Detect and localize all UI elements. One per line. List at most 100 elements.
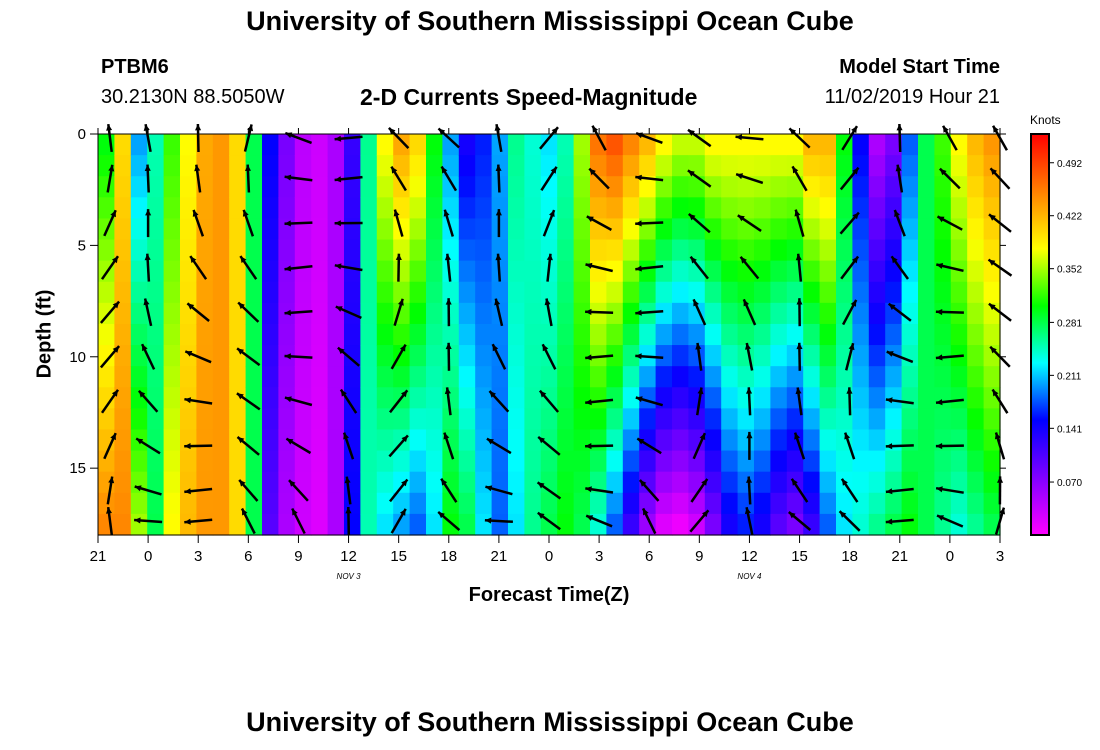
heatmap-cell: [737, 366, 755, 388]
arrow-head: [943, 125, 949, 133]
heatmap-cell: [721, 513, 739, 536]
heatmap-cell: [196, 176, 214, 198]
heatmap-cell: [622, 281, 640, 304]
heatmap-cell: [606, 281, 624, 304]
heatmap-cell: [819, 197, 837, 220]
heatmap-cell: [885, 345, 903, 367]
current-vector-arrow: [445, 342, 452, 371]
heatmap-cell: [147, 218, 165, 241]
heatmap-cell: [721, 155, 739, 177]
x-axis-label: Forecast Time(Z): [468, 584, 630, 606]
current-vector-arrow: [284, 174, 313, 182]
heatmap-cell: [836, 281, 853, 304]
arrow-head: [399, 508, 406, 516]
heatmap-cell: [967, 239, 985, 262]
heatmap-cell: [508, 197, 525, 220]
heatmap-cell: [114, 197, 132, 220]
y-tick-label: 0: [78, 126, 86, 143]
heatmap-cell: [770, 176, 788, 198]
heatmap-cell: [983, 408, 1001, 431]
heatmap-cell: [163, 387, 181, 409]
heatmap-cell: [344, 239, 361, 262]
arrow-head: [485, 485, 493, 492]
heatmap-cell: [770, 281, 788, 304]
heatmap-cell: [754, 450, 771, 473]
heatmap-cell: [606, 302, 624, 325]
arrow-head: [850, 299, 857, 307]
heatmap-cell: [803, 513, 821, 536]
arrow-head: [999, 507, 1006, 515]
current-vector-arrow: [184, 350, 212, 364]
heatmap-cell: [524, 345, 542, 367]
heatmap-cell: [803, 323, 821, 346]
current-vector-arrow: [437, 127, 460, 149]
heatmap-cell: [491, 387, 509, 409]
current-vector-arrow: [135, 437, 161, 455]
arrow-head: [994, 432, 1001, 440]
heatmap-cell: [590, 134, 607, 156]
heatmap-cell: [934, 345, 952, 367]
heatmap-cell: [934, 155, 952, 177]
heatmap-cell: [344, 134, 361, 156]
heatmap-cell: [639, 302, 657, 325]
heatmap-cell: [770, 134, 788, 156]
current-vector-arrow: [237, 301, 260, 323]
heatmap-cell: [688, 239, 706, 262]
current-vector-arrow: [635, 396, 664, 407]
heatmap-cell: [770, 155, 788, 177]
heatmap-cell: [229, 218, 247, 241]
heatmap-cell: [819, 260, 837, 283]
heatmap-cell: [344, 323, 361, 346]
heatmap-cell: [819, 176, 837, 198]
heatmap-cell: [426, 408, 443, 431]
heatmap-cell: [360, 197, 378, 220]
footer-title: University of Southern Mississippi Ocean…: [246, 707, 854, 737]
current-vector-arrow: [485, 485, 513, 496]
x-tick-label: 0: [545, 548, 553, 565]
heatmap-cell: [786, 155, 804, 177]
heatmap-cell: [426, 260, 443, 283]
heatmap-cell: [426, 492, 443, 515]
heatmap-cell: [934, 492, 952, 515]
heatmap-cell: [622, 260, 640, 283]
current-vector-arrow: [335, 305, 362, 320]
heatmap-cell: [557, 492, 575, 515]
heatmap-cell: [967, 471, 985, 494]
arrow-head: [441, 166, 448, 174]
heatmap-cell: [245, 513, 263, 536]
current-vector-arrow: [689, 255, 709, 280]
heatmap-cell: [278, 197, 296, 220]
heatmap-cell: [540, 387, 558, 409]
heatmap-cell: [262, 513, 279, 536]
heatmap-cell: [180, 218, 197, 241]
heatmap-cell: [311, 492, 329, 515]
heatmap-cell: [409, 387, 427, 409]
arrow-head: [549, 210, 555, 217]
heatmap-cell: [803, 387, 821, 409]
heatmap-cell: [426, 513, 443, 536]
current-vector-arrow: [796, 342, 803, 371]
current-vectors: [99, 123, 1013, 536]
heatmap-cell: [868, 366, 886, 388]
x-tick-label: 3: [194, 548, 202, 565]
heatmap-cell: [163, 218, 181, 241]
heatmap-cell: [262, 387, 279, 409]
heatmap-cell: [688, 429, 706, 452]
arrow-head: [852, 212, 859, 220]
heatmap-cell: [852, 134, 870, 156]
arrow-head: [284, 174, 292, 181]
heatmap-cell: [672, 429, 689, 452]
heatmap-cell: [573, 408, 591, 431]
x-tick-label: 3: [996, 548, 1004, 565]
arrow-head: [335, 306, 343, 312]
heatmap-cell: [294, 239, 312, 262]
heatmap-cell: [114, 281, 132, 304]
heatmap-cell: [442, 450, 460, 473]
heatmap-cell: [770, 302, 788, 325]
heatmap-cell: [311, 197, 329, 220]
heatmap-cell: [114, 176, 132, 198]
heatmap-cell: [819, 345, 837, 367]
arrow-head: [240, 256, 247, 263]
current-vector-arrow: [444, 387, 452, 416]
heatmap-cell: [672, 408, 689, 431]
